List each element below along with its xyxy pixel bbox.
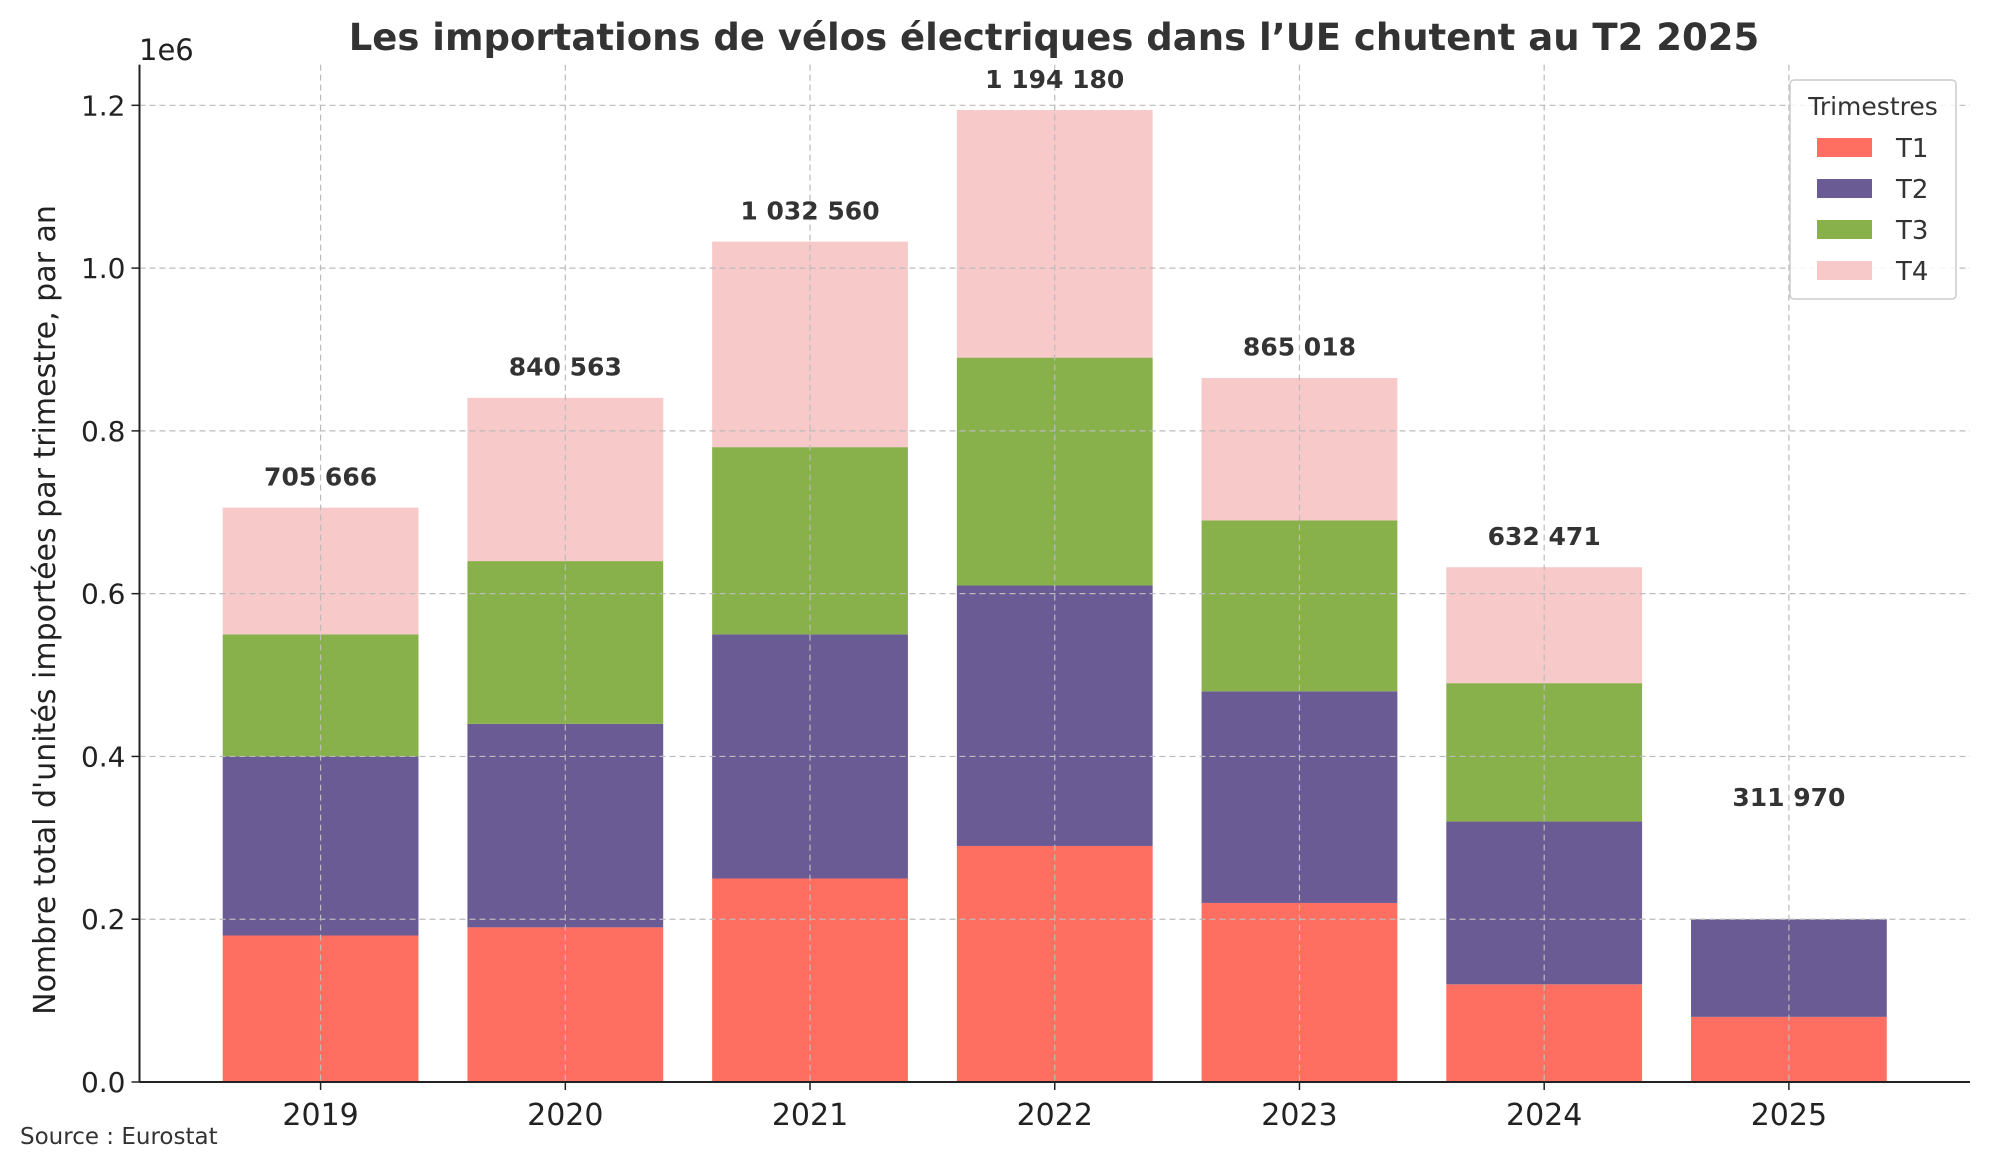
legend-swatch-T3 [1817, 220, 1872, 239]
legend-swatch-T2 [1817, 179, 1872, 198]
bar-2023-T1 [1201, 902, 1398, 1082]
x-tick-label: 2020 [527, 1098, 603, 1133]
total-labels: 705 666 840 563 1 032 560 1 194 180 865 018 6… [264, 65, 1845, 812]
legend-swatch-T1 [1817, 138, 1872, 157]
legend-swatch-T4 [1817, 261, 1872, 280]
total-label-2023: 865 018 [1243, 333, 1356, 362]
x-tick-label: 2023 [1261, 1098, 1337, 1133]
total-label-2021: 1 032 560 [740, 196, 879, 225]
x-tick-label: 2025 [1751, 1098, 1827, 1133]
x-tick-label: 2021 [772, 1098, 848, 1133]
x-tick-label: 2019 [282, 1098, 358, 1133]
y-axis-label: Nombre total d'unités importées par trim… [28, 205, 63, 1015]
y-tick-label: 1.2 [81, 89, 126, 122]
y-tick-label: 0.6 [81, 578, 126, 611]
bar-2024-T3 [1446, 683, 1643, 822]
legend-label-T3: T3 [1895, 216, 1928, 246]
source-note: Source : Eurostat [20, 1124, 218, 1150]
total-label-2022: 1 194 180 [985, 65, 1124, 94]
axes: 0.0 0.2 0.4 0.6 0.8 1.0 1.2 2019 2020 2021 2022 202… [81, 64, 1970, 1133]
legend-label-T1: T1 [1895, 134, 1928, 164]
bar-2022-T3 [956, 357, 1153, 586]
y-tick-label: 0.4 [81, 740, 126, 773]
y-tick-label: 0.2 [81, 903, 126, 936]
total-label-2024: 632 471 [1488, 522, 1601, 551]
legend-title: Trimestres [1807, 92, 1938, 121]
y-tick-label: 1.0 [81, 252, 126, 285]
y-tick-label: 0.8 [81, 415, 126, 448]
y-offset-label: 1e6 [139, 33, 194, 67]
chart-title: Les importations de vélos électriques da… [349, 16, 1760, 59]
total-label-2025: 311 970 [1732, 783, 1845, 812]
total-label-2020: 840 563 [509, 353, 622, 382]
legend: Trimestres T1 T2 T3 T4 [1789, 79, 1957, 300]
x-tick-label: 2024 [1506, 1098, 1582, 1133]
legend-label-T2: T2 [1895, 175, 1928, 205]
legend-label-T4: T4 [1895, 257, 1928, 287]
total-label-2019: 705 666 [264, 462, 377, 491]
x-tick-label: 2022 [1017, 1098, 1093, 1133]
legend-frame [1789, 79, 1957, 300]
y-tick-label: 0.0 [81, 1066, 126, 1099]
